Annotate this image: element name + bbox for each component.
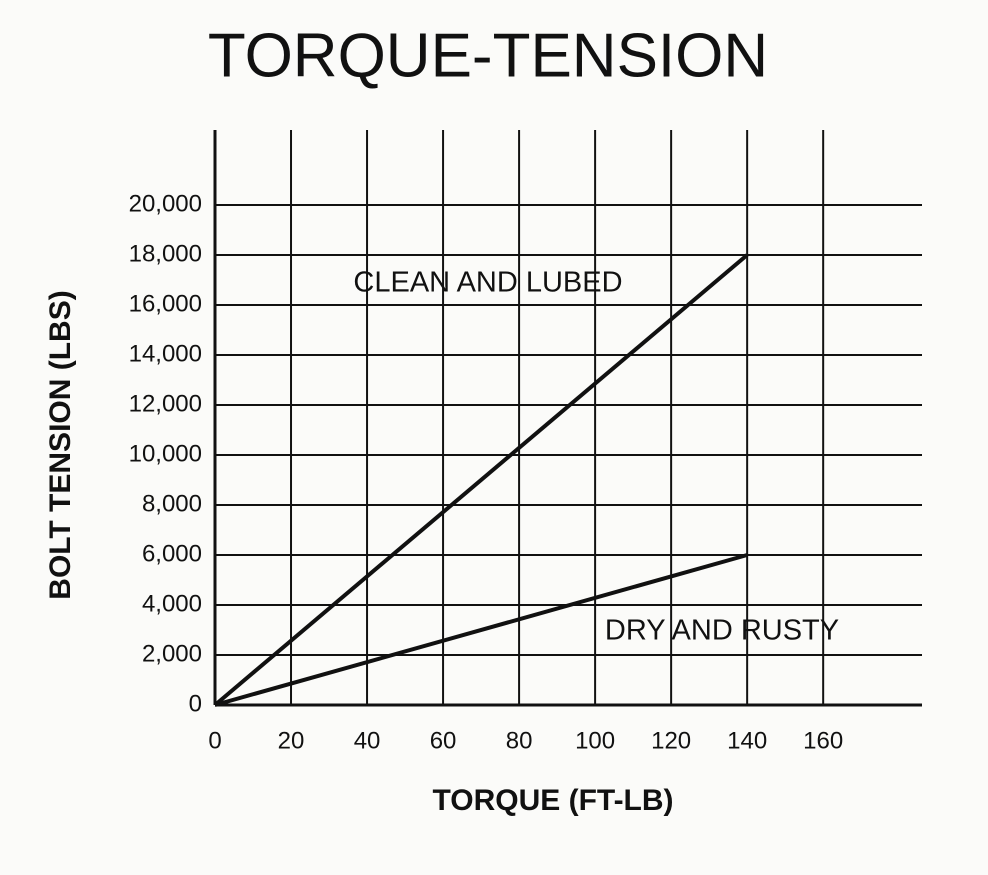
series-label: CLEAN AND LUBED: [353, 267, 622, 299]
series-label: DRY AND RUSTY: [605, 615, 839, 647]
x-tick-label: 60: [430, 727, 457, 754]
series-line: [213, 253, 749, 707]
y-tick-label: 10,000: [129, 440, 202, 467]
x-tick-label: 120: [651, 727, 691, 754]
y-tick-label: 18,000: [129, 240, 202, 267]
x-tick-label: 0: [208, 727, 221, 754]
x-tick-label: 40: [354, 727, 381, 754]
y-tick-label: 8,000: [142, 490, 202, 517]
y-tick-label: 2,000: [142, 640, 202, 667]
y-axis-label: BOLT TENSION (LBS): [44, 290, 77, 599]
y-tick-label: 0: [189, 690, 202, 717]
x-tick-label: 20: [278, 727, 305, 754]
y-tick-label: 4,000: [142, 590, 202, 617]
x-tick-label: 80: [506, 727, 533, 754]
y-tick-label: 20,000: [129, 190, 202, 217]
series-line: [214, 553, 748, 707]
chart-title: TORQUE-TENSION: [208, 21, 768, 90]
y-tick-label: 14,000: [129, 340, 202, 367]
x-tick-label: 100: [575, 727, 615, 754]
y-tick-label: 16,000: [129, 290, 202, 317]
x-tick-label: 160: [803, 727, 843, 754]
x-axis-label: TORQUE (FT-LB): [432, 784, 673, 817]
y-tick-label: 12,000: [129, 390, 202, 417]
y-tick-label: 6,000: [142, 540, 202, 567]
x-tick-label: 140: [727, 727, 767, 754]
